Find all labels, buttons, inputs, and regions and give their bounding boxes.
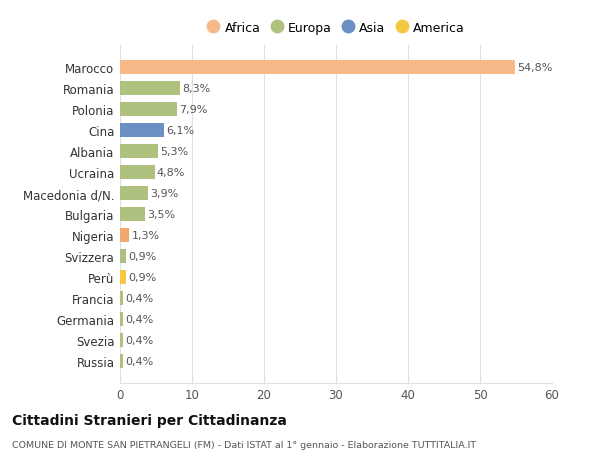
Bar [120,208,145,221]
Text: 5,3%: 5,3% [160,147,188,157]
Text: 0,9%: 0,9% [128,252,157,262]
Bar [120,229,130,242]
Bar [120,333,123,347]
Text: 3,5%: 3,5% [148,210,175,219]
Text: 0,4%: 0,4% [125,293,153,303]
Bar [120,313,123,326]
Bar [120,271,127,284]
Bar [120,145,158,158]
Text: Cittadini Stranieri per Cittadinanza: Cittadini Stranieri per Cittadinanza [12,414,287,428]
Bar [120,124,164,138]
Text: 6,1%: 6,1% [166,126,194,136]
Bar [120,61,515,75]
Text: 1,3%: 1,3% [131,230,160,241]
Bar [120,166,155,179]
Text: 0,9%: 0,9% [128,272,157,282]
Bar [120,250,127,263]
Text: 8,3%: 8,3% [182,84,210,94]
Text: 0,4%: 0,4% [125,335,153,345]
Text: 0,4%: 0,4% [125,314,153,324]
Bar [120,103,177,117]
Text: 54,8%: 54,8% [517,63,552,73]
Bar [120,291,123,305]
Text: 3,9%: 3,9% [150,189,178,199]
Bar [120,354,123,368]
Text: 0,4%: 0,4% [125,356,153,366]
Text: 7,9%: 7,9% [179,105,208,115]
Text: 4,8%: 4,8% [157,168,185,178]
Bar [120,187,148,201]
Legend: Africa, Europa, Asia, America: Africa, Europa, Asia, America [203,18,469,39]
Bar [120,82,180,96]
Text: COMUNE DI MONTE SAN PIETRANGELI (FM) - Dati ISTAT al 1° gennaio - Elaborazione T: COMUNE DI MONTE SAN PIETRANGELI (FM) - D… [12,441,476,449]
